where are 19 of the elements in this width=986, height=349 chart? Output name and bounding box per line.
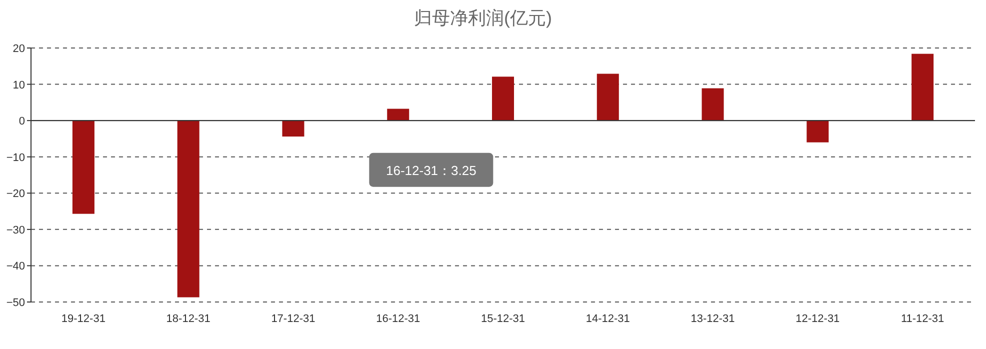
y-tick-label: 0: [18, 116, 25, 128]
x-tick-label: 13-12-31: [690, 313, 735, 325]
x-tick-label: 16-12-31: [376, 313, 420, 325]
y-tick-label: 20: [12, 43, 25, 55]
x-tick-label: 15-12-31: [480, 313, 526, 325]
x-tick-label: 18-12-31: [166, 313, 210, 325]
x-tick-label: 11-12-31: [900, 313, 944, 325]
y-tick-label: −50: [6, 297, 25, 309]
x-tick-label: 17-12-31: [271, 313, 316, 325]
y-tick-label: −10: [6, 152, 25, 164]
annotation: 16-12-31：3.25: [386, 162, 476, 178]
y-tick-label: −40: [6, 260, 25, 273]
y-tick-label: −20: [6, 188, 25, 200]
y-tick-label: 10: [12, 79, 25, 92]
x-tick-label: 19-12-31: [61, 313, 106, 325]
x-tick-label: 14-12-31: [586, 313, 630, 325]
x-tick-label: 12-12-31: [796, 313, 840, 325]
y-tick-label: −30: [6, 224, 25, 236]
chart-title: 归母净利润(亿元): [414, 8, 552, 28]
